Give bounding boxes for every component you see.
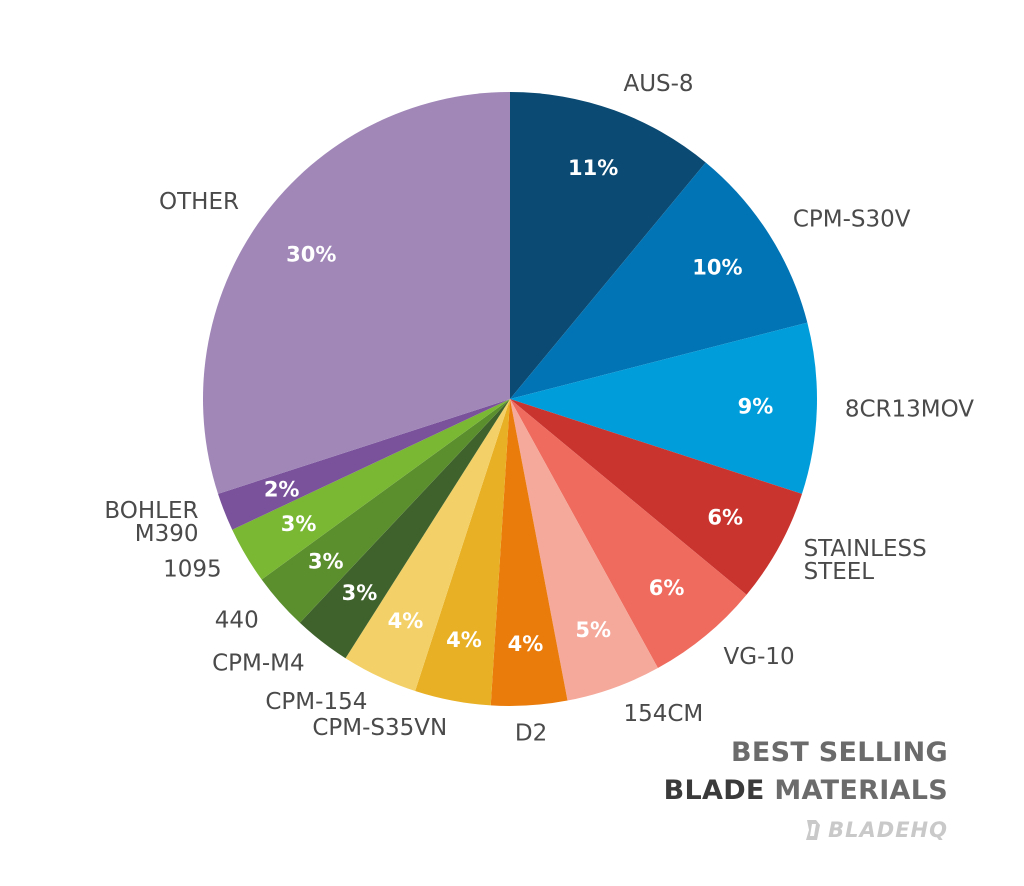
pie-slices [202,92,817,706]
pie-slice [202,92,510,494]
percent-label: 10% [692,255,742,279]
category-label: BOHLER M390 [104,498,198,547]
pie-slice [415,399,510,706]
percent-label: 11% [568,156,618,180]
category-label: VG-10 [724,644,795,670]
pie-slice [232,399,511,580]
category-label: AUS-8 [623,71,693,97]
category-label: CPM-S30V [793,206,911,232]
title-rest: MATERIALS [774,775,948,806]
category-label: CPM-S35VN [312,715,447,741]
logo-text: BLADEHQ [828,818,948,842]
category-label: D2 [515,720,547,746]
category-label: STAINLESS STEEL [804,536,927,585]
percent-label: 5% [575,618,611,642]
percent-label: 4% [388,609,424,633]
title-bold-word: BLADE [663,775,765,806]
pie-slice [218,399,511,530]
category-label: CPM-M4 [212,651,305,677]
pie-slice [510,399,802,595]
title-line-1: BEST SELLING [731,737,948,768]
pie-slice [345,399,510,691]
percent-label: 6% [649,576,685,600]
percent-labels: 11% 10% 9% 6% 6% 5% 4% 4% 4% 3% 3% 3% 2% 30% [264,156,773,656]
bladehq-logo-icon [806,820,821,840]
title-line-2: BLADE MATERIALS [664,772,948,810]
bladehq-logo: BLADEHQ [804,818,948,842]
percent-label: 4% [446,628,482,652]
pie-slice [490,399,568,706]
percent-label: 3% [281,512,317,536]
category-label: OTHER [159,189,239,215]
pie-slice [510,399,658,701]
pie-slice [510,162,808,399]
percent-label: 6% [707,505,743,529]
percent-label: 3% [308,549,344,573]
percent-label: 4% [508,632,544,656]
category-labels: AUS-8 CPM-S30V 8CR13MOV STAINLESS STEEL VG-10… [104,71,974,747]
pie-slice [510,92,706,399]
category-label: CPM-154 [265,689,367,715]
percent-label: 9% [738,395,774,419]
category-label: 8CR13MOV [845,397,974,423]
category-label: 440 [215,608,259,634]
percent-label: 2% [264,477,300,501]
pie-slice [299,399,510,659]
percent-label: 3% [342,581,378,605]
pie-slice [510,399,747,669]
category-label: 1095 [163,557,222,583]
percent-label: 30% [286,243,336,267]
category-label: 154CM [623,701,703,727]
pie-slice [261,399,510,623]
pie-slice [510,322,817,494]
chart-title: BEST SELLING BLADE MATERIALS [664,734,948,810]
